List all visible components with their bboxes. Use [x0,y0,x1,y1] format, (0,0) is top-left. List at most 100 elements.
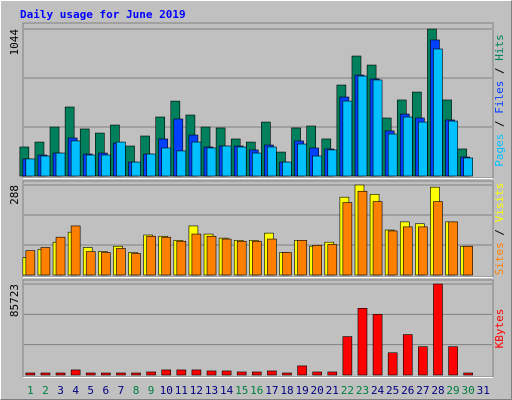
bar [402,226,413,276]
bar [267,146,277,177]
bar [236,240,247,276]
bar [55,152,66,177]
bar [191,369,202,376]
bar [131,372,141,376]
bar [297,240,307,276]
bar [357,190,368,276]
bar [206,370,217,376]
x-tick-label: 16 [250,384,263,397]
bar [372,201,383,276]
bar [116,372,126,376]
y-tick-label: 85723 [8,284,21,317]
bar [116,141,126,177]
x-tick-label: 29 [446,384,459,397]
bar [85,154,96,177]
bar [312,155,322,177]
x-tick-label: 28 [431,384,444,397]
x-tick-label: 21 [326,384,339,397]
bar [463,245,473,276]
x-tick-label: 13 [205,384,218,397]
bar [131,253,141,276]
bar [387,133,398,177]
x-tick-label: 31 [477,384,490,397]
bar [372,79,383,177]
x-tick-label: 9 [148,384,155,397]
bar [448,221,458,276]
bar [176,240,187,276]
bar [282,372,292,376]
x-tick-label: 11 [175,384,188,397]
bar [161,369,172,376]
bar [176,369,187,376]
bar [327,371,338,376]
bar [448,346,458,376]
x-tick-label: 3 [57,384,64,397]
bar [221,370,232,376]
x-tick-label: 2 [42,384,49,397]
bar [236,146,247,177]
x-tick-label: 23 [356,384,369,397]
bar [342,202,353,276]
legend-entry: Sites [493,242,506,275]
legend: Pages / Files / Hits [493,34,506,167]
bar [70,140,81,177]
bar [402,334,413,376]
bar [312,371,322,376]
bar [40,372,51,376]
y-tick-label: 1044 [8,29,21,56]
x-tick-label: 12 [190,384,203,397]
x-tick-label: 5 [87,384,94,397]
x-tick-label: 22 [341,384,354,397]
bar [40,247,51,276]
bar [85,251,96,276]
bar [25,372,36,376]
legend-entry: Hits [493,34,506,61]
bar [448,120,458,177]
x-tick-label: 24 [371,384,385,397]
x-tick-label: 30 [462,384,475,397]
bar [146,153,156,177]
bar [433,48,443,177]
bar [252,371,262,376]
chart-title: Daily usage for June 2019 [20,8,186,21]
bar [418,121,428,177]
x-tick-label: 8 [133,384,140,397]
x-tick-label: 27 [416,384,429,397]
bar [433,283,443,376]
bar [161,147,172,177]
bar [357,308,368,376]
bar [297,365,307,376]
legend: KBytes [493,309,506,349]
x-tick-label: 20 [311,384,324,397]
x-tick-label: 18 [280,384,293,397]
legend-separator: / [493,61,506,81]
bar [342,336,353,376]
legend-entry: Files [493,81,506,114]
bar [267,238,277,276]
x-tick-label: 7 [118,384,125,397]
bar [131,161,141,177]
bar [161,236,172,276]
bar [191,141,202,177]
bar [267,370,277,376]
bar [25,250,36,276]
bar [387,352,398,376]
x-tick-label: 25 [386,384,399,397]
x-tick-label: 10 [160,384,173,397]
plot-frame [22,279,494,378]
bar [101,372,111,376]
bar [176,150,187,177]
x-tick-label: 14 [220,384,234,397]
bar [357,75,368,177]
bar [418,226,428,276]
bar [55,236,66,276]
bar [282,252,292,276]
bar [101,154,111,177]
legend-entry: KBytes [493,309,506,349]
bar [191,233,202,276]
bar [221,238,232,276]
x-tick-label: 26 [401,384,414,397]
bar [387,230,398,276]
